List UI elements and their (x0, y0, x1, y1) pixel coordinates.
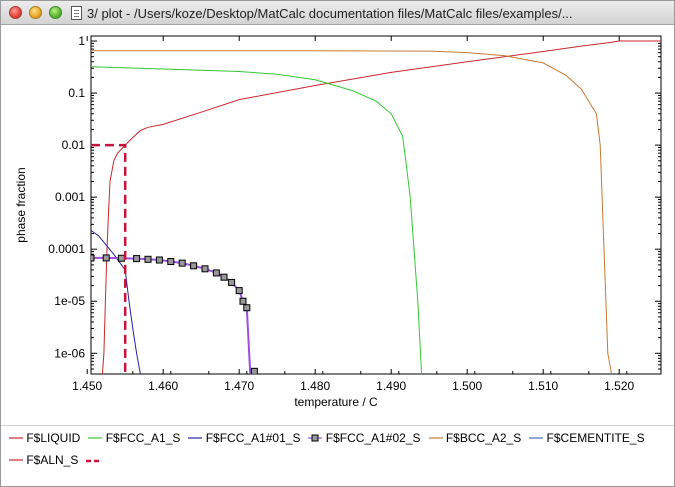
series-point[interactable] (220, 273, 228, 281)
close-window-button[interactable] (9, 6, 22, 19)
legend-row: F$LIQUID F$FCC_A1_S F$FCC_A1#01_S F$FCC_… (9, 430, 653, 448)
series-line-f-bcc-a2-s[interactable] (91, 50, 613, 374)
legend-entry[interactable]: F$CEMENTITE_S (529, 430, 645, 446)
series-point[interactable] (212, 269, 220, 277)
legend-entry[interactable]: F$LIQUID (9, 430, 80, 445)
series-point[interactable] (190, 262, 198, 270)
y-axis-label: phase fraction (14, 167, 28, 242)
series-point[interactable] (228, 278, 236, 286)
series-point[interactable] (243, 304, 251, 312)
window-title: 3/ plot - /Users/koze/Desktop/MatCalc do… (87, 6, 573, 21)
document-icon (71, 6, 82, 20)
legend-entry[interactable]: F$FCC_A1#02_S (308, 430, 421, 446)
plot-frame (90, 35, 662, 375)
series-point[interactable] (178, 259, 186, 267)
legend: F$LIQUID F$FCC_A1_S F$FCC_A1#01_S F$FCC_… (1, 425, 674, 486)
legend-entry[interactable]: F$BCC_A2_S (428, 430, 522, 446)
series-point[interactable] (133, 255, 141, 263)
y-tick-label: 1 (78, 34, 85, 48)
legend-entry[interactable]: F$FCC_A1#01_S (188, 430, 300, 445)
series-line-f-liquid[interactable] (101, 40, 661, 374)
legend-label: F$LIQUID (23, 431, 81, 446)
series-point[interactable] (167, 258, 175, 266)
title-bar[interactable]: 3/ plot - /Users/koze/Desktop/MatCalc do… (1, 1, 674, 25)
legend-entry[interactable] (86, 453, 101, 467)
y-tick-label: 1e-05 (54, 294, 85, 308)
y-tick-label: 0.1 (68, 86, 85, 100)
series-point[interactable] (239, 297, 247, 305)
series-line-f-fcc-a1-s[interactable] (91, 66, 423, 374)
phase-fraction-chart[interactable]: 1.450 1.460 1.470 1.480 1.490 1.500 1.510 1.520… (1, 26, 675, 421)
series-point[interactable] (155, 256, 163, 264)
y-tick-label: 0.001 (55, 190, 85, 204)
minimize-window-button[interactable] (29, 6, 42, 19)
zoom-window-button[interactable] (49, 6, 62, 19)
x-axis-label: temperature / C (294, 395, 378, 409)
series-point[interactable] (88, 254, 95, 262)
legend-swatch (9, 459, 23, 461)
plot-area[interactable]: 1.450 1.460 1.470 1.480 1.490 1.500 1.510 1.520… (1, 26, 675, 421)
legend-swatch (88, 437, 103, 439)
series-point[interactable] (235, 287, 243, 295)
legend-swatch (308, 434, 323, 442)
legend-label: F$FCC_A1#02_S (322, 431, 421, 446)
legend-label: F$FCC_A1#01_S (202, 431, 301, 446)
legend-label: F$BCC_A2_S (442, 431, 522, 446)
x-tick-label: 1.450 (72, 379, 102, 393)
legend-entry[interactable]: F$ALN_S (9, 452, 78, 467)
x-tick-label: 1.500 (452, 379, 482, 393)
series-point[interactable] (144, 255, 152, 263)
legend-swatch-marker (311, 434, 319, 442)
x-tick-label: 1.490 (376, 379, 406, 393)
legend-label: F$CEMENTITE_S (543, 431, 645, 446)
legend-swatch (86, 459, 101, 462)
series-point[interactable] (117, 254, 125, 262)
y-tick-label: 0.0001 (48, 242, 85, 256)
legend-label: F$ALN_S (23, 453, 79, 468)
y-tick-label: 0.01 (62, 138, 86, 152)
series-line-dashed-marker[interactable] (91, 143, 127, 374)
series-point[interactable] (201, 265, 209, 273)
x-tick-label: 1.510 (528, 379, 558, 393)
legend-swatch (428, 437, 443, 439)
x-tick-label: 1.520 (604, 379, 634, 393)
y-tick-label: 1e-06 (54, 346, 85, 360)
legend-swatch (529, 437, 544, 439)
legend-entry[interactable]: F$FCC_A1_S (88, 430, 180, 445)
legend-swatch (188, 437, 203, 439)
legend-swatch (9, 437, 23, 439)
x-tick-label: 1.460 (148, 379, 178, 393)
x-tick-label: 1.480 (300, 379, 330, 393)
series-point[interactable] (102, 254, 110, 262)
legend-row: F$ALN_S (9, 452, 108, 470)
x-tick-label: 1.470 (224, 379, 254, 393)
legend-label: F$FCC_A1_S (102, 431, 181, 446)
series-point[interactable] (250, 367, 258, 374)
